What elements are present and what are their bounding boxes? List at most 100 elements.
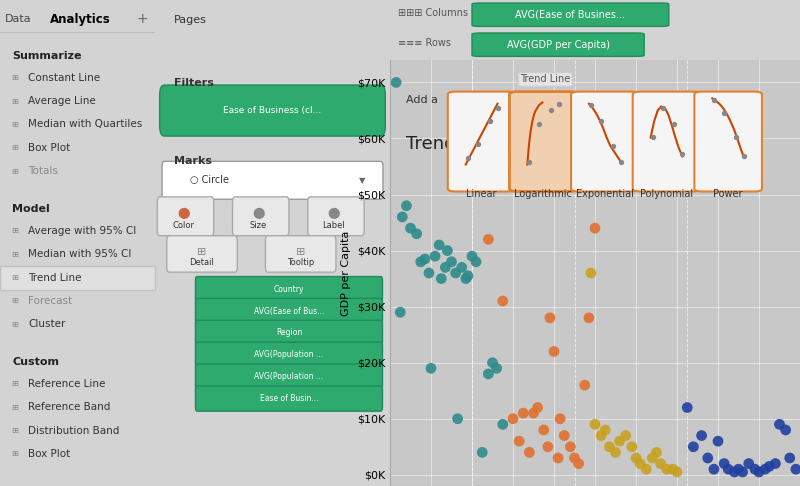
Point (654, 460, 667, 468)
Point (441, 247, 454, 255)
Point (708, 96, 721, 104)
Point (722, 465, 734, 473)
Text: Filters: Filters (174, 78, 214, 88)
Text: Detail: Detail (190, 258, 214, 267)
Point (439, 263, 452, 271)
Text: AVG(Population ...: AVG(Population ... (254, 372, 323, 381)
Text: ≡≡≡ Rows: ≡≡≡ Rows (398, 38, 451, 48)
Point (435, 275, 448, 282)
Point (523, 158, 536, 166)
Point (506, 415, 519, 423)
Text: Marks: Marks (174, 156, 212, 166)
Point (545, 106, 558, 114)
Point (666, 465, 679, 473)
FancyBboxPatch shape (160, 85, 386, 136)
Text: Custom: Custom (13, 357, 59, 367)
Point (538, 426, 550, 434)
Point (404, 224, 417, 232)
FancyBboxPatch shape (195, 298, 382, 324)
Point (459, 275, 472, 282)
Point (564, 443, 577, 451)
Point (527, 409, 540, 417)
Point (451, 415, 464, 423)
Text: Trend Line: Trend Line (28, 273, 82, 282)
Point (462, 154, 474, 162)
Point (779, 426, 792, 434)
Point (783, 454, 796, 462)
Point (531, 404, 544, 412)
Point (656, 104, 669, 112)
FancyBboxPatch shape (166, 236, 238, 272)
Point (491, 104, 504, 112)
Point (736, 468, 749, 476)
Text: Forecast: Forecast (28, 296, 72, 306)
Text: Ease of Busin...: Ease of Busin... (260, 394, 318, 403)
Text: ⊞: ⊞ (11, 380, 18, 388)
Point (594, 118, 607, 125)
Point (476, 449, 489, 456)
Point (450, 269, 462, 277)
Text: ⊞: ⊞ (11, 320, 18, 329)
Point (466, 252, 478, 260)
Point (445, 258, 458, 266)
Point (594, 432, 607, 439)
FancyBboxPatch shape (0, 266, 155, 290)
Point (547, 347, 560, 355)
FancyBboxPatch shape (195, 277, 382, 302)
Text: Polynomial: Polynomial (640, 189, 693, 199)
Point (482, 236, 494, 243)
Text: Cluster: Cluster (28, 319, 66, 329)
Text: Average Line: Average Line (28, 96, 96, 106)
Point (582, 314, 595, 322)
Point (670, 468, 683, 476)
Text: Logarithmic: Logarithmic (514, 189, 572, 199)
Text: ⊞⊞⊞ Columns: ⊞⊞⊞ Columns (398, 8, 468, 18)
Point (640, 465, 653, 473)
Text: +: + (137, 13, 149, 26)
Point (425, 364, 438, 372)
Text: Model: Model (13, 204, 50, 214)
Text: Region: Region (276, 329, 302, 337)
Text: Analytics: Analytics (50, 13, 111, 26)
FancyBboxPatch shape (195, 320, 382, 346)
Point (753, 468, 766, 476)
Point (433, 241, 446, 249)
Text: ⊞: ⊞ (198, 247, 206, 257)
Point (718, 460, 730, 468)
Point (790, 465, 800, 473)
Text: Box Plot: Box Plot (28, 449, 70, 459)
Point (490, 364, 503, 372)
Text: Trend Line: Trend Line (520, 74, 570, 85)
Point (517, 409, 530, 417)
Text: ⊞: ⊞ (11, 226, 18, 235)
Point (687, 443, 700, 451)
Point (422, 269, 435, 277)
Point (650, 449, 663, 456)
Point (483, 118, 496, 125)
Point (390, 79, 402, 87)
Point (462, 272, 474, 279)
Text: ⊞: ⊞ (11, 403, 18, 412)
Point (599, 426, 612, 434)
Point (707, 465, 720, 473)
FancyBboxPatch shape (233, 197, 289, 236)
Point (681, 404, 694, 412)
Point (572, 460, 585, 468)
Point (394, 308, 406, 316)
Text: ○ Circle: ○ Circle (190, 175, 230, 185)
Text: ⊞: ⊞ (11, 273, 18, 282)
Point (400, 202, 413, 209)
Text: Ease of Business (cl...: Ease of Business (cl... (223, 106, 322, 115)
FancyBboxPatch shape (158, 197, 214, 236)
Text: ⊞: ⊞ (11, 167, 18, 175)
Text: ⊞: ⊞ (11, 426, 18, 435)
Point (470, 258, 482, 266)
FancyBboxPatch shape (472, 33, 644, 56)
Point (606, 142, 619, 150)
Point (589, 224, 602, 232)
Text: ⊞: ⊞ (11, 120, 18, 129)
Point (728, 468, 741, 476)
Point (630, 454, 642, 462)
Point (634, 460, 646, 468)
FancyBboxPatch shape (195, 342, 382, 367)
